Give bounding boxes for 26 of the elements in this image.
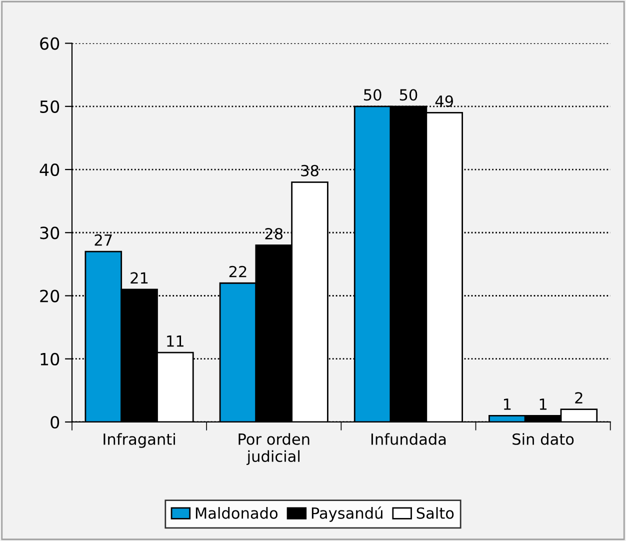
x-tick-label: Infraganti [104, 433, 175, 448]
y-tick-label: 20 [40, 290, 60, 302]
data-label: 50 [364, 89, 382, 101]
data-label: 28 [265, 228, 283, 240]
y-tick-label: 40 [40, 163, 60, 176]
x-tick-label: Sin dato [512, 433, 574, 445]
legend-label: Paysandú [312, 506, 382, 522]
y-tick-label: 30 [40, 226, 60, 240]
data-label: 49 [435, 95, 453, 107]
legend-label: Maldonado [196, 507, 278, 519]
data-label: 1 [540, 398, 547, 410]
data-label: 11 [167, 335, 184, 347]
y-tick-label: 10 [40, 352, 60, 366]
y-tick-label: 60 [40, 37, 60, 50]
data-label: 1 [504, 398, 511, 410]
data-label: 38 [301, 164, 318, 176]
y-tick-label: 0 [50, 416, 60, 429]
legend-label: Salto [416, 507, 454, 519]
y-tick-label: 50 [40, 100, 60, 113]
data-label: 2 [575, 392, 582, 404]
data-label: 21 [130, 272, 148, 284]
x-tick-label: Infundada [371, 433, 446, 445]
data-label: 27 [94, 234, 112, 246]
x-tick-label: Por orden judicial [238, 433, 310, 465]
data-label: 22 [229, 266, 246, 278]
data-label: 50 [400, 89, 418, 101]
